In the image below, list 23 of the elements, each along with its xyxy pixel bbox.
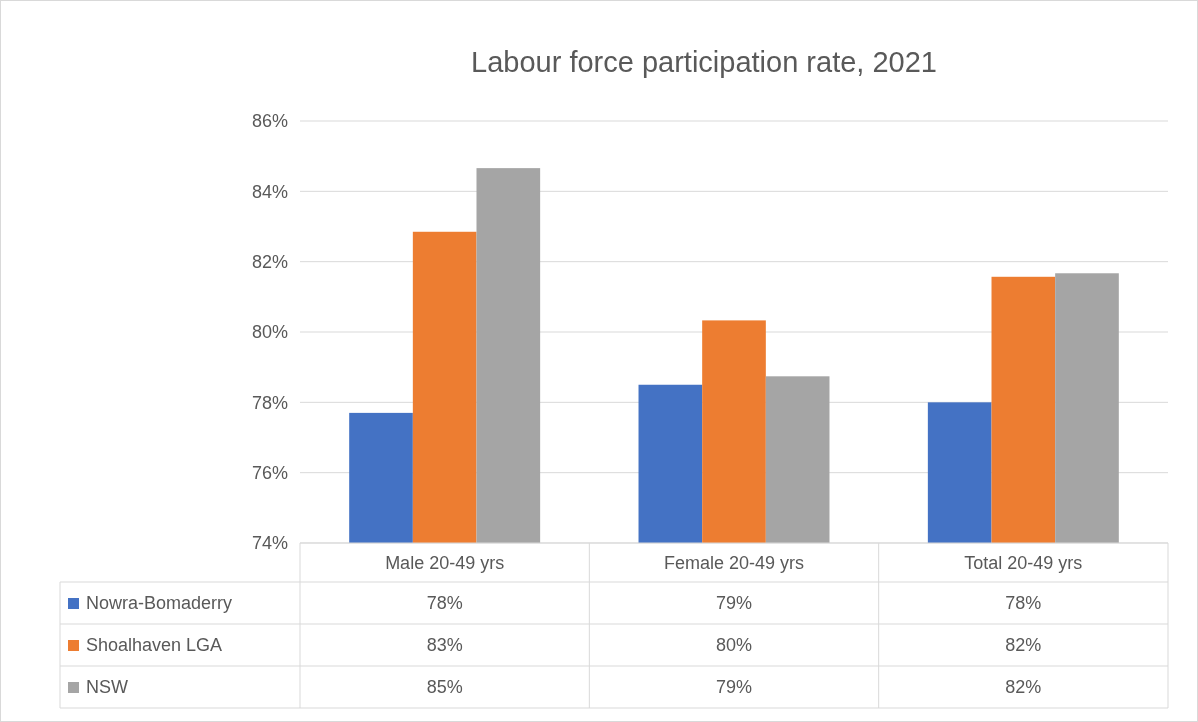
y-tick-label: 86% (251, 111, 288, 132)
y-tick-label: 74% (251, 533, 288, 554)
y-tick-label: 80% (251, 322, 288, 343)
x-tick-label: Female 20-49 yrs (663, 552, 805, 573)
data-label: 83% (426, 635, 463, 656)
data-label: 82% (1005, 677, 1042, 698)
legend-label: NSW (86, 677, 128, 698)
legend-label: Shoalhaven LGA (86, 635, 223, 656)
data-label: 80% (715, 635, 753, 656)
y-tick-label: 84% (251, 181, 288, 202)
y-tick-label: 78% (251, 392, 288, 413)
x-tick-label: Total 20-49 yrs (964, 552, 1083, 573)
chart-title: Labour force participation rate, 2021 (471, 46, 937, 78)
y-tick-label: 76% (251, 462, 288, 483)
data-label: 78% (1005, 593, 1042, 614)
data-label: 78% (426, 593, 463, 614)
data-label: 82% (1005, 635, 1042, 656)
y-tick-label: 82% (251, 251, 288, 272)
x-tick-label: Male 20-49 yrs (385, 552, 505, 573)
data-label: 79% (715, 593, 753, 614)
data-label: 85% (426, 677, 463, 698)
legend-label: Nowra-Bomaderry (86, 593, 233, 614)
data-label: 79% (715, 677, 753, 698)
